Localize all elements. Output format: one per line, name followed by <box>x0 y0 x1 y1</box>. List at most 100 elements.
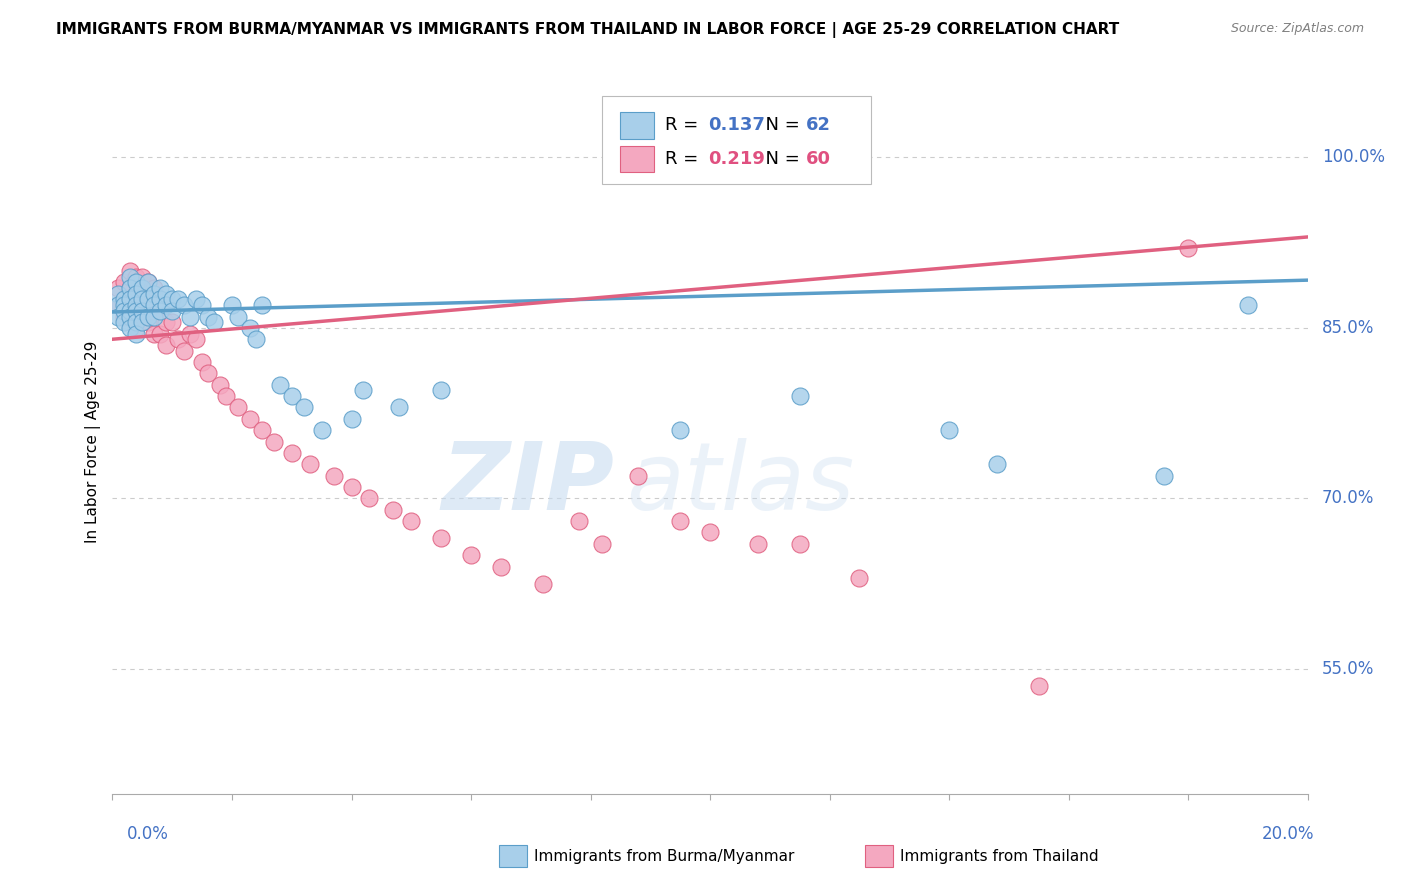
Point <box>114 276 135 290</box>
Point <box>430 531 453 545</box>
Point <box>340 480 363 494</box>
Text: IMMIGRANTS FROM BURMA/MYANMAR VS IMMIGRANTS FROM THAILAND IN LABOR FORCE | AGE 2: IMMIGRANTS FROM BURMA/MYANMAR VS IMMIGRA… <box>56 22 1119 38</box>
Point <box>149 298 172 312</box>
Text: Immigrants from Thailand: Immigrants from Thailand <box>900 849 1098 863</box>
Point <box>131 286 153 301</box>
Point <box>120 310 142 324</box>
Point <box>167 332 190 346</box>
Point <box>269 377 291 392</box>
Point <box>131 281 153 295</box>
Point <box>120 310 142 324</box>
Point <box>322 468 344 483</box>
Text: R =: R = <box>665 150 703 168</box>
Text: 60: 60 <box>806 150 831 168</box>
Point <box>1177 241 1199 255</box>
Point <box>250 298 273 312</box>
Point <box>292 401 315 415</box>
Point <box>311 423 333 437</box>
Point <box>155 298 177 312</box>
Point <box>143 286 166 301</box>
Point <box>191 298 214 312</box>
Point <box>107 298 129 312</box>
Point <box>789 389 811 403</box>
Point <box>226 310 249 324</box>
Point <box>186 332 208 346</box>
Point <box>1028 679 1050 693</box>
Point <box>215 389 238 403</box>
Point <box>143 310 166 324</box>
Point <box>388 401 411 415</box>
Point <box>138 293 160 307</box>
Text: 0.219: 0.219 <box>707 150 765 168</box>
Point <box>359 491 381 506</box>
Point <box>226 401 249 415</box>
Point <box>155 338 177 352</box>
Text: Immigrants from Burma/Myanmar: Immigrants from Burma/Myanmar <box>534 849 794 863</box>
Point <box>143 326 166 341</box>
Point <box>125 303 148 318</box>
Point <box>125 315 148 329</box>
Point <box>143 281 166 295</box>
Point <box>197 367 219 381</box>
Point <box>430 384 453 398</box>
Y-axis label: In Labor Force | Age 25-29: In Labor Force | Age 25-29 <box>86 341 101 542</box>
Point <box>173 343 195 358</box>
Point <box>125 321 148 335</box>
Point <box>149 326 172 341</box>
Point <box>114 293 135 307</box>
Point <box>138 293 160 307</box>
Point <box>197 310 219 324</box>
Point <box>250 423 273 437</box>
Point <box>186 293 208 307</box>
Text: R =: R = <box>665 116 703 134</box>
Point <box>138 310 160 324</box>
Point <box>1153 468 1175 483</box>
Point <box>531 576 554 591</box>
Text: 70.0%: 70.0% <box>1322 490 1374 508</box>
Text: 20.0%: 20.0% <box>1263 825 1315 843</box>
Point <box>1237 298 1260 312</box>
Point <box>167 293 190 307</box>
Text: 100.0%: 100.0% <box>1322 148 1385 167</box>
Point <box>627 468 650 483</box>
Point <box>179 326 201 341</box>
Point <box>143 298 166 312</box>
Text: Source: ZipAtlas.com: Source: ZipAtlas.com <box>1230 22 1364 36</box>
Point <box>789 537 811 551</box>
Point <box>221 298 243 312</box>
Point <box>162 315 183 329</box>
Point <box>114 303 135 318</box>
Text: 85.0%: 85.0% <box>1322 318 1374 337</box>
Point <box>107 298 129 312</box>
Point <box>107 310 129 324</box>
Point <box>114 293 135 307</box>
Point <box>131 315 153 329</box>
Point <box>120 293 142 307</box>
Point <box>281 446 304 460</box>
Point <box>747 537 769 551</box>
Point <box>340 412 363 426</box>
Point <box>245 332 267 346</box>
Text: 0.0%: 0.0% <box>127 825 169 843</box>
Point <box>202 315 225 329</box>
Point <box>125 269 148 284</box>
Point <box>120 281 142 295</box>
Text: 55.0%: 55.0% <box>1322 660 1374 678</box>
Point <box>848 571 870 585</box>
Point <box>162 293 183 307</box>
Point <box>107 281 129 295</box>
Point <box>382 502 405 516</box>
Text: N =: N = <box>754 116 806 134</box>
Point <box>986 457 1008 471</box>
Point <box>149 303 172 318</box>
Point <box>281 389 304 403</box>
Point <box>401 514 423 528</box>
Point <box>138 276 160 290</box>
Point <box>138 276 160 290</box>
Point <box>114 298 135 312</box>
Point <box>143 303 166 318</box>
Point <box>173 298 195 312</box>
Point <box>155 286 177 301</box>
Point <box>699 525 721 540</box>
Point <box>592 537 614 551</box>
